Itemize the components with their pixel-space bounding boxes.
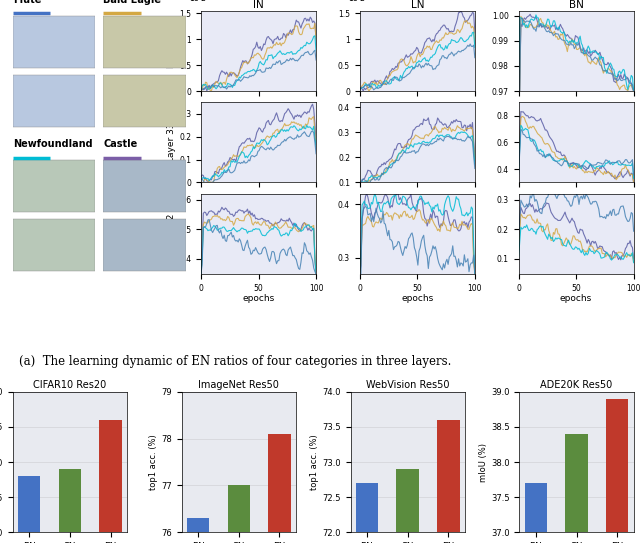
Bar (99, 420, 122, 543)
Text: Castle: Castle (104, 140, 138, 149)
Bar (565, 434, 588, 543)
Text: Flute: Flute (13, 0, 41, 5)
Title: BN: BN (568, 0, 584, 10)
Bar (606, 399, 628, 543)
Bar (13, 160, 95, 212)
Bar (13, 16, 95, 68)
Bar (187, 518, 209, 543)
Title: IN: IN (253, 0, 264, 10)
Title: CIFAR10 Res20: CIFAR10 Res20 (33, 380, 106, 390)
Title: ADE20K Res50: ADE20K Res50 (540, 380, 612, 390)
Bar (268, 434, 291, 543)
Title: LN: LN (410, 0, 424, 10)
Bar (437, 420, 460, 543)
Text: Newfoundland: Newfoundland (13, 140, 92, 149)
Title: WebVision Res50: WebVision Res50 (366, 380, 449, 390)
Y-axis label: top1 acc. (%): top1 acc. (%) (150, 434, 159, 490)
Y-axis label: Layer 33: Layer 33 (168, 123, 177, 162)
Bar (396, 469, 419, 543)
Y-axis label: mIoU (%): mIoU (%) (479, 443, 488, 482)
Y-axis label: top1 acc. (%): top1 acc. (%) (310, 434, 319, 490)
X-axis label: epochs: epochs (560, 294, 592, 303)
X-axis label: epochs: epochs (243, 294, 275, 303)
Bar (59, 469, 81, 543)
Bar (228, 485, 250, 543)
Bar (356, 483, 378, 543)
Bar (104, 75, 186, 127)
Bar (104, 160, 186, 212)
Bar (104, 16, 186, 68)
Title: ImageNet Res50: ImageNet Res50 (198, 380, 279, 390)
Bar (13, 75, 95, 127)
Y-axis label: Layer 42: Layer 42 (168, 214, 177, 254)
Bar (18, 476, 40, 543)
Y-axis label: Layer 9: Layer 9 (168, 34, 177, 68)
Bar (13, 219, 95, 272)
Text: 1e-2: 1e-2 (348, 0, 365, 3)
Bar (525, 483, 547, 543)
Text: Bald Eagle: Bald Eagle (104, 0, 161, 5)
X-axis label: epochs: epochs (401, 294, 433, 303)
Text: 1e-2: 1e-2 (189, 0, 206, 3)
Bar (104, 219, 186, 272)
Text: (a)  The learning dynamic of EN ratios of four categories in three layers.: (a) The learning dynamic of EN ratios of… (19, 355, 451, 368)
